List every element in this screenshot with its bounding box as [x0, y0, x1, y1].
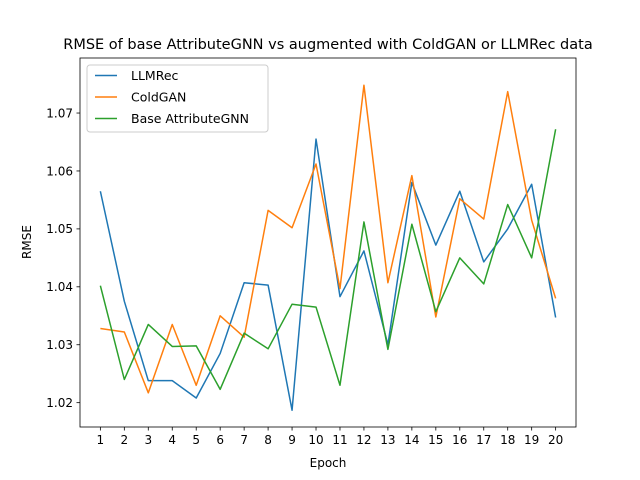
legend: LLMRec ColdGAN Base AttributeGNN [86, 64, 269, 133]
legend-entry-label: LLMRec [131, 68, 179, 83]
x-tick-label: 13 [380, 433, 395, 447]
x-tick-label: 7 [240, 433, 248, 447]
chart-title: RMSE of base AttributeGNN vs augmented w… [63, 37, 592, 53]
y-tick-label: 1.05 [46, 222, 73, 236]
x-tick-label: 5 [192, 433, 200, 447]
x-tick-label: 18 [500, 433, 515, 447]
x-tick-label: 2 [121, 433, 129, 447]
x-tick-label: 20 [548, 433, 563, 447]
legend-box [86, 64, 269, 133]
x-tick-label: 4 [168, 433, 176, 447]
x-tick-label: 11 [332, 433, 347, 447]
x-tick-label: 9 [288, 433, 296, 447]
legend-entry-label: ColdGAN [131, 90, 186, 105]
series-line-coldgan [100, 84, 557, 394]
x-tick-label: 12 [356, 433, 371, 447]
y-axis-label: RMSE [20, 225, 34, 259]
x-tick-label: 1 [97, 433, 105, 447]
x-tick-label: 15 [428, 433, 443, 447]
x-tick-label: 10 [308, 433, 323, 447]
y-tick-label: 1.02 [46, 396, 73, 410]
x-tick-label: 19 [524, 433, 539, 447]
y-tick-label: 1.06 [46, 164, 73, 178]
y-axis-ticks: 1.02 1.03 1.04 1.05 1.06 1.07 [46, 106, 80, 410]
legend-entry-label: Base AttributeGNN [131, 111, 249, 126]
series-lines [99, 84, 557, 411]
x-tick-label: 3 [144, 433, 152, 447]
plot-frame [79, 57, 577, 428]
x-tick-label: 6 [216, 433, 224, 447]
x-axis-label: Epoch [310, 456, 347, 470]
y-tick-label: 1.03 [46, 338, 73, 352]
x-tick-label: 16 [452, 433, 467, 447]
y-tick-label: 1.04 [46, 280, 73, 294]
y-tick-label: 1.07 [46, 106, 73, 120]
x-tick-label: 14 [404, 433, 419, 447]
x-tick-label: 17 [476, 433, 491, 447]
series-line-base-attributegnn [99, 129, 557, 391]
series-line-llmrec [99, 138, 557, 411]
x-axis-ticks: 1 2 3 4 5 6 7 8 9 10 11 12 13 14 15 16 17 18 19 20 [97, 427, 563, 447]
x-tick-label: 8 [264, 433, 272, 447]
